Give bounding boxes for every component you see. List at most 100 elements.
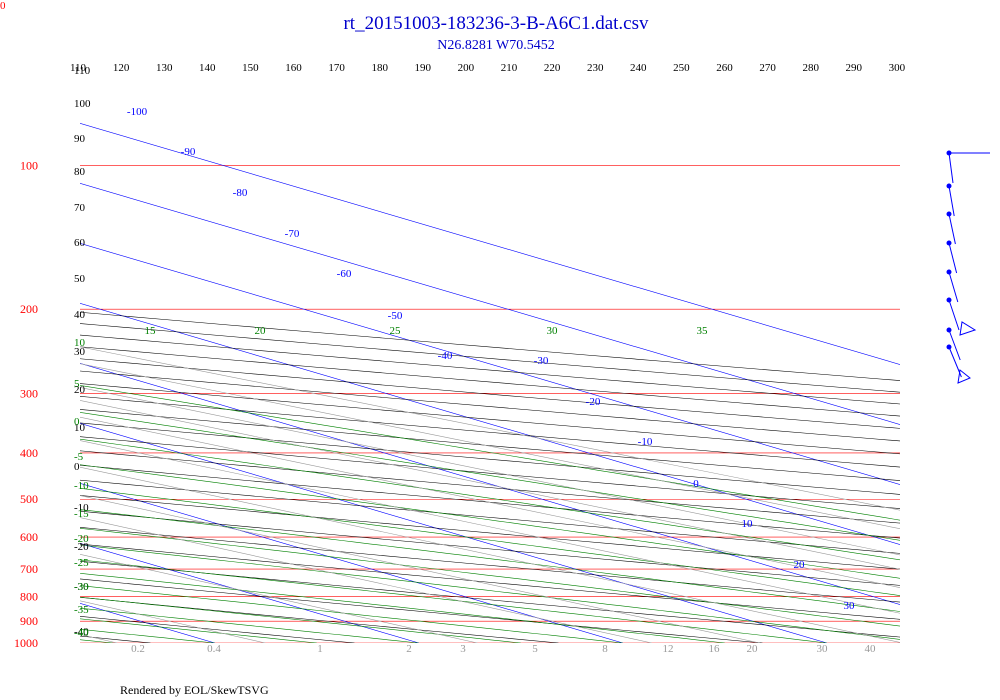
pressure-tick-label: 100 (20, 158, 38, 172)
pressure-tick-label: 1000 (14, 636, 38, 650)
wind-barb-shaft (948, 152, 954, 184)
dry-adiabat-line (80, 495, 900, 570)
mixing-ratio-line (80, 400, 900, 570)
isotherm-label: -40 (438, 350, 453, 362)
wind-barb-shaft (948, 242, 958, 274)
dry-adiabat-line (80, 464, 900, 539)
isotherm-line (80, 423, 827, 643)
dry-adiabat-line (80, 560, 900, 638)
pressure-tick-label: 500 (20, 492, 38, 506)
mixing-ratio-label: 3 (460, 643, 466, 655)
moist-adiabat-line (80, 385, 900, 521)
wind-barb-flag (957, 369, 971, 384)
theta-tick-label: 240 (630, 62, 647, 74)
left-edge-label: 40 (74, 309, 86, 321)
dry-adiabat-line (80, 510, 900, 586)
isotherm-label: 20 (794, 559, 806, 571)
left-edge-label: 100 (74, 98, 91, 110)
dry-adiabat-line (80, 543, 900, 620)
wind-barb-shaft (948, 213, 956, 245)
isotherm-label: -30 (534, 355, 549, 367)
theta-tick-label: 170 (328, 62, 345, 74)
left-edge-label: 70 (74, 202, 86, 214)
pressure-tick-label: 400 (20, 446, 38, 460)
mixing-ratio-line (80, 553, 478, 643)
moist-adiabat-label: -40 (74, 627, 89, 639)
mixing-ratio-label: 40 (865, 643, 877, 655)
isotherm-label: -70 (285, 228, 300, 240)
moist-adiabat-line (0, 309, 11, 643)
isotherm-label: -90 (181, 146, 196, 158)
moist-adiabat-line (80, 438, 900, 561)
isotherm-label: -20 (586, 396, 601, 408)
moist-adiabat-label: 25 (390, 325, 402, 337)
dry-adiabat-line (80, 436, 900, 509)
theta-tick-label: 160 (285, 62, 302, 74)
isotherm-line (80, 183, 900, 425)
theta-tick-label: 120 (113, 62, 130, 74)
mixing-ratio-label: 12 (663, 643, 674, 655)
credit-text: Rendered by EOL/SkewTSVG (120, 683, 269, 697)
left-edge-label: 0 (74, 461, 80, 473)
chart-subtitle: N26.8281 W70.5452 (437, 38, 555, 53)
moist-adiabat-label: 30 (547, 325, 559, 337)
theta-tick-label: 300 (889, 62, 906, 74)
dry-adiabat-line (80, 422, 900, 495)
moist-adiabat-line (80, 639, 113, 643)
mixing-ratio-label: 2 (406, 643, 412, 655)
isotherm-line (80, 543, 419, 643)
wind-barb-shaft (948, 329, 961, 361)
dry-adiabat-line (80, 370, 900, 442)
moist-adiabat-label: 0 (74, 416, 80, 428)
isotherm-label: 0 (693, 478, 699, 490)
moist-adiabat-line (80, 488, 900, 596)
left-edge-label: 110 (74, 65, 91, 77)
left-edge-label: 20 (74, 384, 86, 396)
moist-adiabat-label: -10 (74, 480, 89, 492)
moist-adiabat-label: -35 (74, 604, 89, 616)
isotherm-label: -60 (337, 268, 352, 280)
pressure-tick-label: 200 (20, 302, 38, 316)
moist-adiabat-line (80, 607, 419, 643)
left-edge-label: -40 (74, 626, 89, 638)
theta-tick-label: 220 (544, 62, 561, 74)
moist-adiabat-label: 10 (74, 337, 86, 349)
dry-adiabat-line (80, 409, 900, 481)
grid-layer (0, 119, 900, 643)
mixing-ratio-label: 0.2 (131, 643, 145, 655)
mixing-ratio-line (80, 466, 900, 643)
mixing-ratio-line (80, 440, 900, 614)
theta-tick-label: 290 (846, 62, 863, 74)
theta-tick-label: 110 (70, 62, 87, 74)
moist-adiabat-line (80, 412, 900, 541)
dry-adiabat-line (80, 346, 900, 417)
left-edge-label: 80 (74, 166, 86, 178)
isotherm-line (80, 363, 900, 605)
isotherm-line (0, 119, 11, 643)
moist-adiabat-label: 15 (145, 325, 157, 337)
left-edge-label: 60 (74, 237, 86, 249)
dry-adiabat-line (80, 396, 900, 468)
pressure-tick-label: 700 (20, 562, 38, 576)
isotherm-label: -100 (127, 106, 148, 118)
left-edge-label: -20 (74, 541, 89, 553)
left-edge-label: 90 (74, 133, 86, 145)
isotherm-line (80, 483, 623, 643)
isotherm-label: -50 (388, 310, 403, 322)
dry-adiabat-line (80, 334, 900, 405)
dry-adiabat-line (80, 311, 900, 381)
pressure-tick-label: 800 (20, 590, 38, 604)
moist-adiabat-label: -15 (74, 508, 89, 520)
moist-adiabat-line (80, 572, 725, 643)
mixing-ratio-label: 5 (532, 643, 538, 655)
left-edge-label: 50 (74, 273, 86, 285)
theta-tick-label: 140 (199, 62, 216, 74)
theta-tick-label: 250 (673, 62, 690, 74)
moist-adiabat-label: 20 (255, 325, 267, 337)
theta-tick-label: 190 (415, 62, 432, 74)
isotherm-label: 10 (742, 518, 754, 530)
theta-tick-label: 260 (716, 62, 733, 74)
pressure-tick-label: 300 (20, 386, 38, 400)
mixing-ratio-line (80, 634, 118, 643)
mixing-ratio-line (80, 387, 900, 556)
